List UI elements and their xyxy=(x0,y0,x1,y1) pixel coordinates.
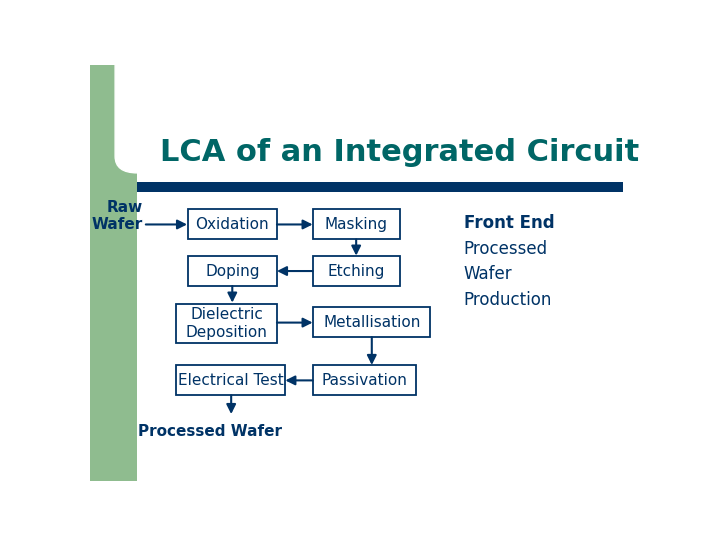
Bar xyxy=(176,304,277,343)
Text: LCA of an Integrated Circuit: LCA of an Integrated Circuit xyxy=(160,138,639,167)
Text: Processed Wafer: Processed Wafer xyxy=(138,424,282,439)
Bar xyxy=(188,210,277,239)
Text: Metallisation: Metallisation xyxy=(323,315,420,330)
Bar xyxy=(313,256,400,286)
Text: Masking: Masking xyxy=(325,217,388,232)
Bar xyxy=(176,366,285,395)
Text: Front End: Front End xyxy=(464,214,554,232)
Text: Dielectric
Deposition: Dielectric Deposition xyxy=(186,307,268,340)
Bar xyxy=(90,65,213,156)
Bar xyxy=(90,65,138,481)
Text: Wafer: Wafer xyxy=(464,265,513,284)
Bar xyxy=(313,366,416,395)
Text: Processed: Processed xyxy=(464,240,548,258)
Text: Doping: Doping xyxy=(205,264,259,279)
Text: Electrical Test: Electrical Test xyxy=(178,373,284,388)
Text: Passivation: Passivation xyxy=(322,373,408,388)
Text: Etching: Etching xyxy=(328,264,385,279)
Bar xyxy=(313,307,431,337)
Bar xyxy=(188,256,277,286)
Bar xyxy=(313,210,400,239)
Text: Production: Production xyxy=(464,291,552,309)
Bar xyxy=(138,183,623,192)
Text: Oxidation: Oxidation xyxy=(195,217,269,232)
FancyBboxPatch shape xyxy=(115,48,249,173)
Text: Raw
Wafer: Raw Wafer xyxy=(91,200,143,232)
